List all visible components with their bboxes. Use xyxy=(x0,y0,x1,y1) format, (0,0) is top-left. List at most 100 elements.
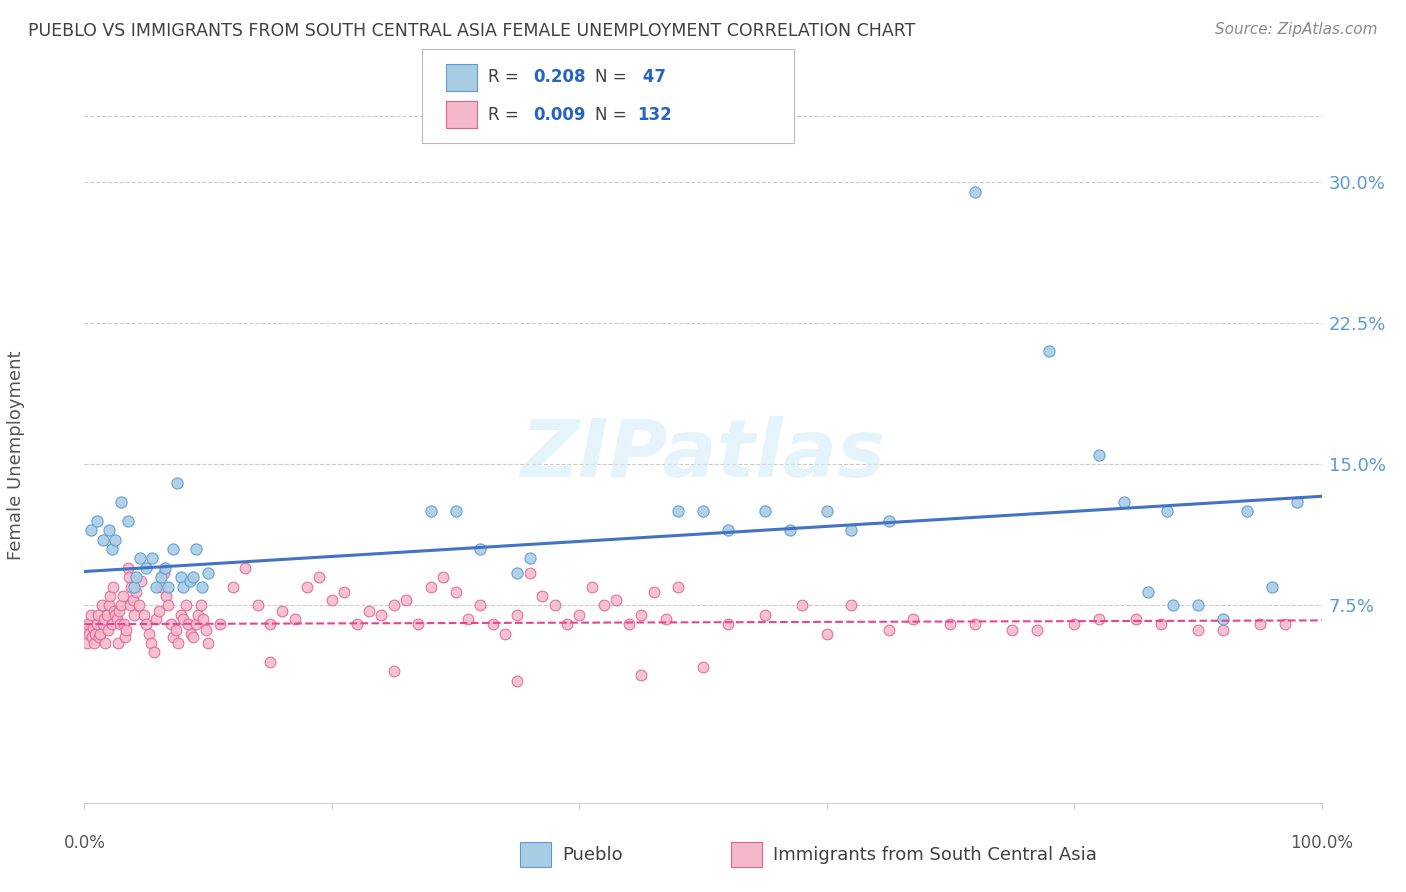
Point xyxy=(284,611,307,625)
Point xyxy=(333,585,356,599)
Point xyxy=(184,541,207,556)
Text: Female Unemployment: Female Unemployment xyxy=(7,351,25,559)
Point xyxy=(543,599,565,613)
Point xyxy=(87,607,110,622)
Point xyxy=(197,566,219,581)
Point xyxy=(666,504,689,518)
Point xyxy=(1125,611,1147,625)
Point xyxy=(108,604,131,618)
Point xyxy=(129,574,152,588)
Point xyxy=(470,541,492,556)
Point xyxy=(110,495,132,509)
Point xyxy=(617,617,640,632)
Point xyxy=(382,599,405,613)
Point xyxy=(1026,623,1049,637)
Text: N =: N = xyxy=(595,69,631,87)
Point xyxy=(121,592,143,607)
Point xyxy=(1187,599,1209,613)
Point xyxy=(1285,495,1308,509)
Point xyxy=(91,617,114,632)
Point xyxy=(165,623,187,637)
Point xyxy=(382,664,405,678)
Point xyxy=(125,570,148,584)
Point xyxy=(100,617,122,632)
Point xyxy=(187,607,209,622)
Point xyxy=(83,636,105,650)
Point xyxy=(841,599,863,613)
Point xyxy=(89,626,111,640)
Point xyxy=(180,626,202,640)
Point xyxy=(160,617,183,632)
Point xyxy=(141,551,163,566)
Point xyxy=(1187,623,1209,637)
Point xyxy=(93,611,115,625)
Point xyxy=(408,617,430,632)
Point xyxy=(506,607,529,622)
Point xyxy=(581,580,603,594)
Point xyxy=(754,504,776,518)
Point xyxy=(162,630,184,644)
Point xyxy=(79,607,101,622)
Point xyxy=(481,617,503,632)
Point xyxy=(104,533,127,547)
Point xyxy=(112,617,135,632)
Point xyxy=(152,566,174,581)
Point xyxy=(91,533,114,547)
Point xyxy=(100,541,122,556)
Point xyxy=(308,570,330,584)
Text: ZIPatlas: ZIPatlas xyxy=(520,416,886,494)
Point xyxy=(1150,617,1173,632)
Point xyxy=(115,623,138,637)
Point xyxy=(170,570,193,584)
Point xyxy=(222,580,245,594)
Point xyxy=(84,626,107,640)
Text: 0.009: 0.009 xyxy=(533,105,585,123)
Point xyxy=(1161,599,1184,613)
Point xyxy=(815,626,838,640)
Point xyxy=(555,617,578,632)
Point xyxy=(1137,585,1160,599)
Point xyxy=(75,623,97,637)
Point xyxy=(191,611,214,625)
Point xyxy=(110,617,132,632)
Point xyxy=(118,570,141,584)
Point xyxy=(107,636,129,650)
Point xyxy=(1249,617,1271,632)
Point xyxy=(346,617,368,632)
Point xyxy=(80,630,103,644)
Point xyxy=(259,655,281,669)
Point xyxy=(494,626,516,640)
Point xyxy=(1274,617,1296,632)
Point xyxy=(903,611,925,625)
Point xyxy=(841,523,863,537)
Point xyxy=(692,504,714,518)
Point xyxy=(162,541,184,556)
Point xyxy=(259,617,281,632)
Point xyxy=(150,570,173,584)
Point xyxy=(90,599,112,613)
Point xyxy=(141,636,163,650)
Point xyxy=(86,617,108,632)
Point xyxy=(1088,611,1111,625)
Point xyxy=(97,623,120,637)
Point xyxy=(120,580,142,594)
Point xyxy=(605,592,627,607)
Point xyxy=(321,592,343,607)
Point xyxy=(419,580,441,594)
Point xyxy=(135,560,157,574)
Text: R =: R = xyxy=(488,105,524,123)
Point xyxy=(197,636,219,650)
Point xyxy=(103,604,125,618)
Point xyxy=(166,476,188,491)
Point xyxy=(1156,504,1178,518)
Point xyxy=(179,574,201,588)
Point xyxy=(1088,448,1111,462)
Point xyxy=(79,626,101,640)
Point xyxy=(172,580,194,594)
Point xyxy=(209,617,232,632)
Point xyxy=(630,607,652,622)
Point xyxy=(643,585,665,599)
Point xyxy=(132,607,155,622)
Point xyxy=(506,566,529,581)
Point xyxy=(135,617,157,632)
